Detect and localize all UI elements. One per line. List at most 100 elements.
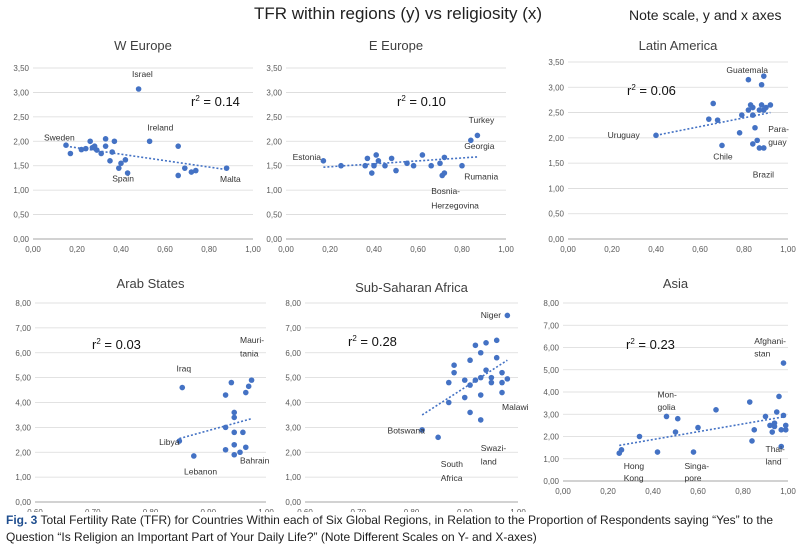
- point-annotation: Israel: [132, 69, 153, 79]
- data-point: [231, 451, 238, 458]
- data-point: [441, 154, 448, 161]
- data-point: [745, 107, 752, 113]
- trend-line: [65, 145, 227, 171]
- x-tick-label: 0,90: [457, 508, 473, 512]
- data-point: [504, 312, 511, 319]
- x-tick-label: 0,60: [27, 508, 43, 512]
- x-tick-label: 0,40: [366, 245, 382, 254]
- data-point: [83, 145, 89, 152]
- data-point: [767, 422, 773, 429]
- data-point: [756, 145, 763, 151]
- data-point: [98, 150, 104, 157]
- trend-line: [421, 359, 508, 416]
- y-tick-label: 8,00: [285, 299, 301, 308]
- data-point: [745, 76, 752, 83]
- data-point: [483, 367, 489, 373]
- panel-latin-america: Latin America 0,00 0,50 1,00 1,50 2,00 2,50 3,0…: [548, 38, 796, 254]
- panel-title: Arab States: [117, 276, 185, 291]
- data-point: [111, 138, 118, 145]
- data-point: [175, 143, 181, 149]
- data-point: [618, 447, 625, 453]
- data-point: [477, 417, 484, 423]
- y-tick-label: 0,00: [13, 235, 29, 244]
- point-annotation: Hong: [624, 461, 645, 471]
- data-point: [472, 342, 479, 349]
- data-point: [441, 170, 448, 176]
- point-annotation: Bosnia-: [431, 186, 460, 196]
- point-annotation: Niger: [481, 310, 501, 320]
- point-annotation: Iraq: [176, 363, 191, 373]
- data-point: [107, 158, 113, 164]
- data-point: [499, 379, 505, 386]
- trend-line: [179, 417, 252, 440]
- data-point: [780, 412, 787, 419]
- data-point: [739, 112, 745, 118]
- data-point: [749, 438, 755, 444]
- y-tick-label: 0,50: [13, 211, 29, 220]
- point-annotation: Spain: [112, 173, 134, 183]
- data-point: [78, 146, 85, 153]
- panel-w-europe: W Europe 0,00 0,50 1,00 1,50 2,00 2,50 3,00 3,50…: [13, 38, 261, 254]
- y-tick-label: 4,00: [285, 399, 301, 408]
- x-tick-label: 1,00: [780, 245, 796, 254]
- data-point: [109, 149, 115, 155]
- y-tick-label: 3,00: [266, 88, 282, 97]
- data-point: [223, 165, 230, 171]
- point-annotation: stan: [754, 348, 770, 358]
- x-tick-label: 0,80: [454, 245, 470, 254]
- data-point: [776, 393, 782, 400]
- data-point: [672, 429, 679, 435]
- data-point: [483, 340, 489, 346]
- data-point: [231, 414, 238, 421]
- x-tick-label: 0,20: [604, 245, 620, 254]
- panel-arab-states: Arab States 0,00 1,00 2,00 3,00 4,00 5,00 6,00 7…: [15, 276, 274, 512]
- data-point: [477, 392, 484, 398]
- y-tick-label: 3,00: [543, 410, 559, 419]
- y-tick-label: 5,00: [15, 374, 31, 383]
- data-point: [488, 379, 495, 386]
- data-point: [373, 152, 380, 158]
- y-tick-label: 0,50: [266, 211, 282, 220]
- data-point: [451, 369, 457, 376]
- charts-area: W Europe 0,00 0,50 1,00 1,50 2,00 2,50 3,00 3,50…: [13, 38, 796, 512]
- data-point: [320, 158, 327, 164]
- data-point: [362, 162, 369, 169]
- x-tick-label: 0,20: [600, 487, 616, 496]
- data-point: [231, 409, 238, 416]
- point-annotation: Singa-: [685, 461, 710, 471]
- data-point: [695, 424, 701, 431]
- x-tick-label: 0,80: [201, 245, 217, 254]
- x-tick-label: 0,80: [735, 487, 751, 496]
- data-point: [746, 399, 753, 405]
- data-point: [714, 117, 721, 123]
- y-tick-label: 3,00: [548, 83, 564, 92]
- point-annotation: Estonia: [293, 152, 322, 162]
- point-annotation: Bahrain: [240, 455, 270, 465]
- data-point: [782, 427, 789, 433]
- point-annotation: golia: [658, 402, 676, 412]
- data-point: [451, 362, 457, 368]
- data-point: [750, 141, 756, 147]
- x-tick-label: 0,40: [648, 245, 664, 254]
- data-point: [780, 360, 787, 366]
- data-point: [719, 142, 725, 149]
- y-tick-label: 2,00: [13, 137, 29, 146]
- trend-line: [619, 415, 786, 447]
- data-point: [63, 142, 69, 148]
- point-annotation: Malta: [220, 174, 241, 184]
- data-point: [758, 81, 765, 88]
- point-annotation: Africa: [441, 473, 463, 483]
- data-point: [477, 349, 484, 356]
- y-tick-label: 5,00: [543, 366, 559, 375]
- data-point: [468, 137, 474, 144]
- y-tick-label: 6,00: [285, 349, 301, 358]
- y-tick-label: 3,50: [13, 64, 29, 73]
- data-point: [382, 162, 388, 169]
- data-point: [371, 162, 377, 169]
- point-annotation: Rumania: [464, 171, 498, 181]
- figure-caption: Fig. 3 Total Fertility Rate (TFR) for Co…: [6, 512, 790, 546]
- x-tick-label: 0,60: [692, 245, 708, 254]
- point-annotation: Sweden: [44, 132, 75, 142]
- data-point: [445, 379, 452, 386]
- y-tick-label: 0,00: [15, 498, 31, 507]
